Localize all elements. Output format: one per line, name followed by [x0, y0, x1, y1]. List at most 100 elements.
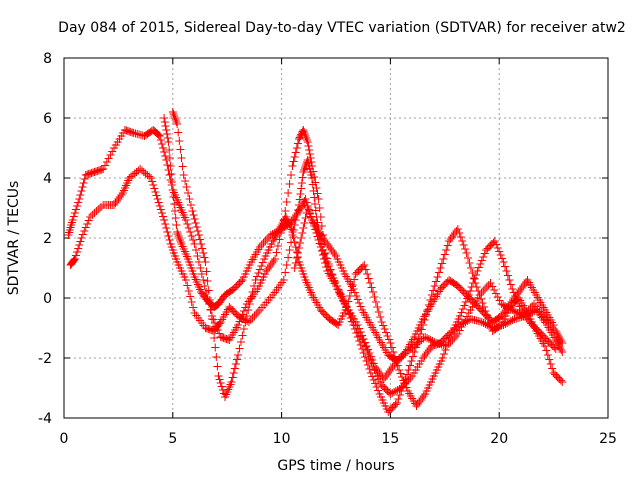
data-point — [187, 232, 196, 240]
data-point — [301, 214, 310, 222]
data-point — [186, 228, 195, 236]
data-point — [173, 228, 182, 236]
data-point — [162, 126, 171, 134]
data-point — [296, 190, 305, 198]
data-point — [300, 219, 309, 227]
data-point — [350, 275, 359, 284]
data-points — [64, 108, 567, 416]
data-point — [367, 283, 376, 292]
data-point — [430, 338, 439, 346]
data-point — [396, 369, 405, 378]
data-point — [175, 137, 184, 145]
data-point — [395, 366, 404, 374]
y-tick-label: 6 — [43, 111, 52, 127]
data-point — [248, 314, 257, 322]
data-point — [239, 325, 248, 333]
data-point — [343, 307, 352, 315]
data-point — [285, 246, 294, 254]
data-point — [429, 286, 438, 295]
data-point — [299, 126, 308, 134]
data-point — [315, 204, 324, 212]
data-point — [227, 378, 236, 386]
data-point — [200, 282, 209, 290]
data-point — [215, 375, 224, 384]
data-point — [382, 328, 391, 337]
data-point — [383, 332, 392, 340]
data-point — [178, 162, 187, 171]
data-point — [442, 246, 451, 254]
data-point — [314, 195, 323, 203]
data-point — [156, 136, 165, 144]
data-point — [342, 303, 351, 312]
data-point — [456, 233, 465, 241]
data-point — [181, 276, 190, 284]
data-point — [229, 369, 238, 377]
data-point — [281, 207, 290, 215]
data-point — [165, 154, 174, 162]
data-point — [374, 386, 383, 395]
data-point — [407, 357, 416, 365]
data-point — [236, 277, 245, 286]
data-point — [239, 307, 248, 315]
data-point — [163, 228, 172, 236]
data-point — [193, 227, 202, 235]
data-point — [363, 270, 372, 278]
data-point — [458, 305, 467, 313]
data-point — [161, 152, 170, 160]
data-point — [317, 247, 326, 255]
tick-labels: 0 5 10 15 20 25 -4 -2 0 2 4 6 8 — [38, 51, 617, 447]
data-point — [184, 224, 193, 232]
data-point — [288, 228, 297, 236]
data-point — [184, 189, 193, 197]
data-point — [304, 142, 313, 150]
data-point — [300, 130, 309, 138]
data-point — [465, 259, 474, 267]
data-point — [369, 359, 378, 368]
data-point — [392, 357, 401, 365]
data-point — [160, 216, 169, 224]
data-point — [285, 180, 294, 188]
data-point — [282, 198, 291, 206]
data-point — [157, 209, 166, 217]
data-point — [80, 175, 89, 183]
data-point — [469, 274, 478, 282]
data-point — [322, 263, 331, 271]
data-point — [293, 139, 302, 148]
y-axis-label: SDTVAR / TECUs — [6, 181, 22, 296]
data-point — [71, 251, 80, 260]
data-point — [160, 118, 169, 126]
y-tick-label: 8 — [43, 51, 52, 67]
data-point — [361, 353, 370, 361]
data-point — [462, 312, 471, 321]
data-point — [148, 177, 157, 186]
data-point — [176, 238, 185, 246]
data-point — [421, 333, 430, 341]
data-point — [156, 205, 165, 214]
data-point — [398, 373, 407, 381]
plot-frame — [63, 57, 609, 419]
data-point — [291, 243, 300, 251]
data-point — [421, 311, 430, 319]
data-point — [505, 276, 514, 284]
data-point — [164, 232, 173, 240]
data-point — [157, 140, 166, 148]
data-point — [271, 255, 280, 263]
data-point — [293, 249, 302, 257]
data-point — [250, 282, 259, 290]
data-point — [496, 251, 505, 259]
data-point — [76, 237, 85, 246]
data-point — [182, 183, 191, 191]
data-point — [159, 212, 168, 221]
data-point — [459, 319, 468, 328]
data-point — [542, 346, 551, 355]
data-point — [301, 132, 310, 140]
data-point — [377, 318, 386, 326]
data-point — [346, 314, 355, 322]
data-point — [461, 316, 470, 324]
data-point — [73, 248, 82, 256]
data-point — [557, 337, 566, 345]
data-point — [508, 316, 517, 324]
data-point — [419, 321, 428, 329]
data-point — [416, 330, 425, 338]
data-point — [498, 254, 507, 263]
